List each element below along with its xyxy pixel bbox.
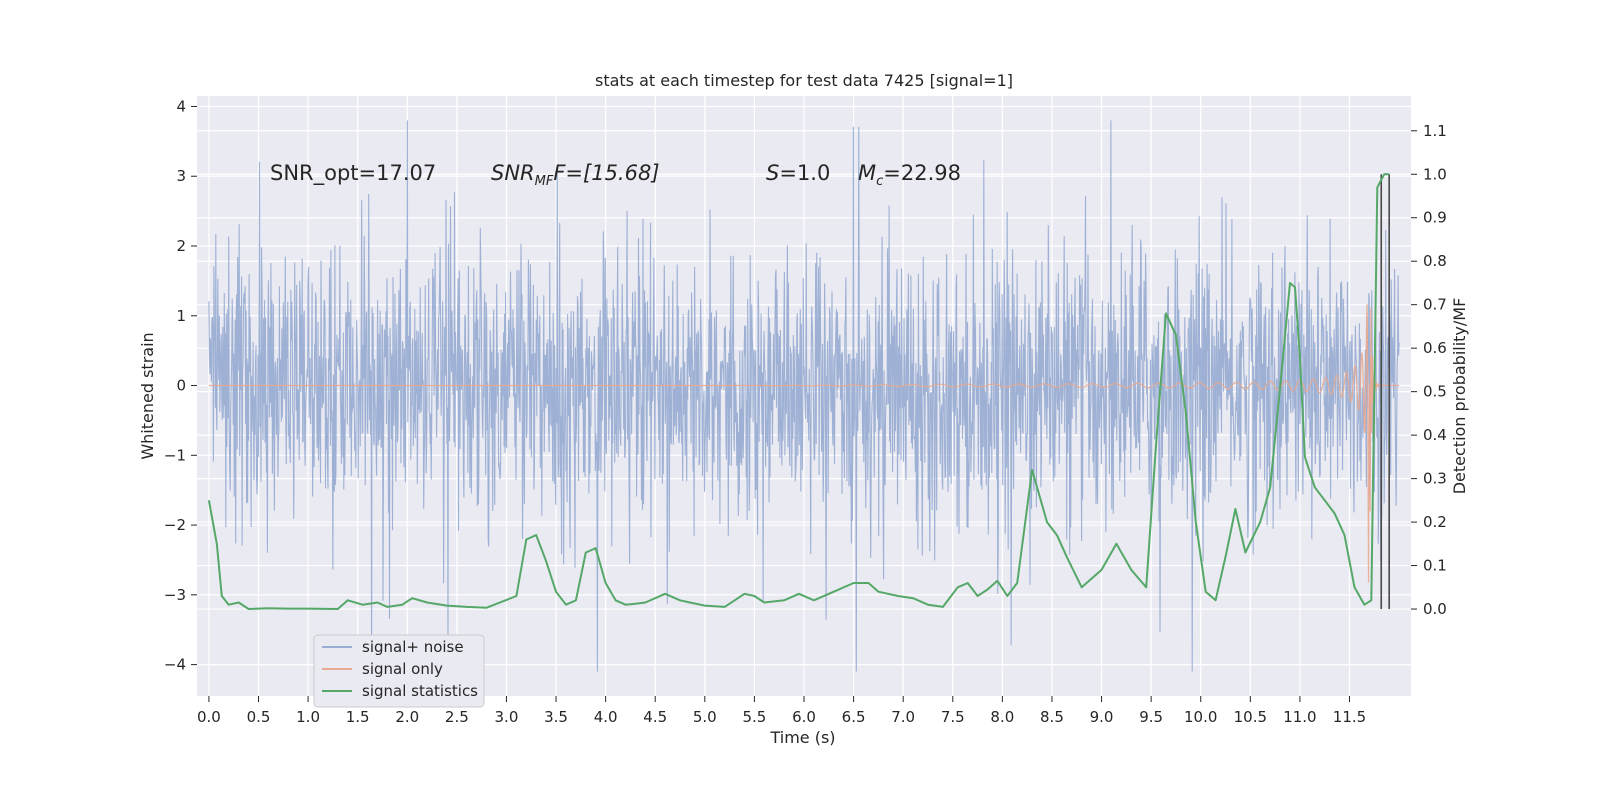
y-left-tick-label: 1	[176, 307, 186, 325]
y-right-tick-label: 0.7	[1423, 296, 1447, 314]
x-tick-label: 5.0	[693, 708, 717, 726]
x-tick-label: 10.5	[1234, 708, 1267, 726]
x-tick-label: 4.5	[643, 708, 667, 726]
y-right-tick-label: 0.5	[1423, 383, 1447, 401]
vertical-markers	[1380, 174, 1390, 610]
x-tick-label: 0.5	[247, 708, 271, 726]
x-tick-label: 0.0	[197, 708, 221, 726]
x-tick-label: 8.5	[1040, 708, 1064, 726]
y-right-tick-label: 1.0	[1423, 165, 1447, 183]
annotation-chirp-mass: Mc=22.98	[858, 161, 961, 189]
x-tick-label: 3.5	[544, 708, 568, 726]
x-axis-ticks: 0.0 0.5 1.0 1.5 2.0 2.5 3.0 3.5 4.0 4.5 5.0 5.5 6.0 6…	[197, 696, 1366, 726]
y-left-tick-label: 0	[176, 377, 186, 395]
series-signal-only	[208, 304, 1400, 583]
statistics-line	[207, 173, 1390, 610]
y-left-tick-label: −3	[164, 586, 186, 604]
x-tick-label: 5.5	[742, 708, 766, 726]
series-signal-statistics	[207, 173, 1390, 610]
y-right-tick-label: 0.3	[1423, 470, 1447, 488]
x-tick-label: 9.0	[1090, 708, 1114, 726]
y-left-tick-label: −2	[164, 516, 186, 534]
y-right-tick-label: 0.2	[1423, 513, 1447, 531]
x-tick-label: 7.0	[891, 708, 915, 726]
y-right-tick-label: 0.4	[1423, 426, 1447, 444]
y-right-tick-label: 0.6	[1423, 339, 1447, 357]
y-left-tick-label: 2	[176, 237, 186, 255]
x-tick-label: 6.5	[842, 708, 866, 726]
x-tick-label: 2.5	[445, 708, 469, 726]
y-right-axis-label: Detection probability/MF	[1450, 298, 1469, 495]
x-tick-label: 4.0	[594, 708, 618, 726]
annotation-snr-mf: SNRMFF=[15.68]	[491, 161, 660, 189]
annotation-snr-opt: SNR_opt=17.07	[270, 161, 436, 186]
legend-label-signal-only: signal only	[362, 660, 443, 678]
y-right-tick-label: 0.0	[1423, 600, 1447, 618]
y-left-axis-label: Whitened strain	[138, 332, 157, 459]
y-right-tick-label: 1.1	[1423, 122, 1447, 140]
x-tick-label: 3.0	[495, 708, 519, 726]
x-axis-label: Time (s)	[769, 728, 835, 747]
x-tick-label: 1.0	[296, 708, 320, 726]
y-left-tick-label: −1	[164, 446, 186, 464]
y-right-tick-label: 0.9	[1423, 209, 1447, 227]
y-left-tick-label: 4	[176, 97, 186, 115]
y-left-tick-label: −4	[164, 656, 186, 674]
y-right-tick-label: 0.1	[1423, 557, 1447, 575]
x-tick-label: 9.5	[1139, 708, 1163, 726]
noise-line	[208, 120, 1400, 672]
x-tick-label: 1.5	[346, 708, 370, 726]
x-tick-label: 11.5	[1333, 708, 1366, 726]
x-tick-label: 7.5	[941, 708, 965, 726]
legend-label-signal-statistics: signal statistics	[362, 682, 478, 700]
legend-label-signal-plus-noise: signal+ noise	[362, 638, 464, 656]
x-tick-label: 10.0	[1184, 708, 1217, 726]
chart-title: stats at each timestep for test data 742…	[595, 71, 1013, 90]
y-right-axis-ticks: 0.0 0.1 0.2 0.3 0.4 0.5 0.6 0.7 0.8 0.9 1.0 1.1	[1411, 122, 1447, 618]
y-left-tick-label: 3	[176, 167, 186, 185]
y-right-tick-label: 0.8	[1423, 252, 1447, 270]
annotation-s-value: S=1.0	[766, 161, 830, 185]
x-tick-label: 8.0	[990, 708, 1014, 726]
legend: signal+ noise signal only signal statist…	[313, 634, 485, 708]
legend-box	[313, 634, 485, 708]
chirp-line	[208, 304, 1400, 583]
x-tick-label: 6.0	[792, 708, 816, 726]
x-tick-label: 11.0	[1283, 708, 1316, 726]
x-tick-label: 2.0	[395, 708, 419, 726]
y-left-axis-ticks: −4 −3 −2 −1 0 1 2 3 4	[164, 97, 197, 674]
series-signal-plus-noise	[208, 120, 1400, 672]
